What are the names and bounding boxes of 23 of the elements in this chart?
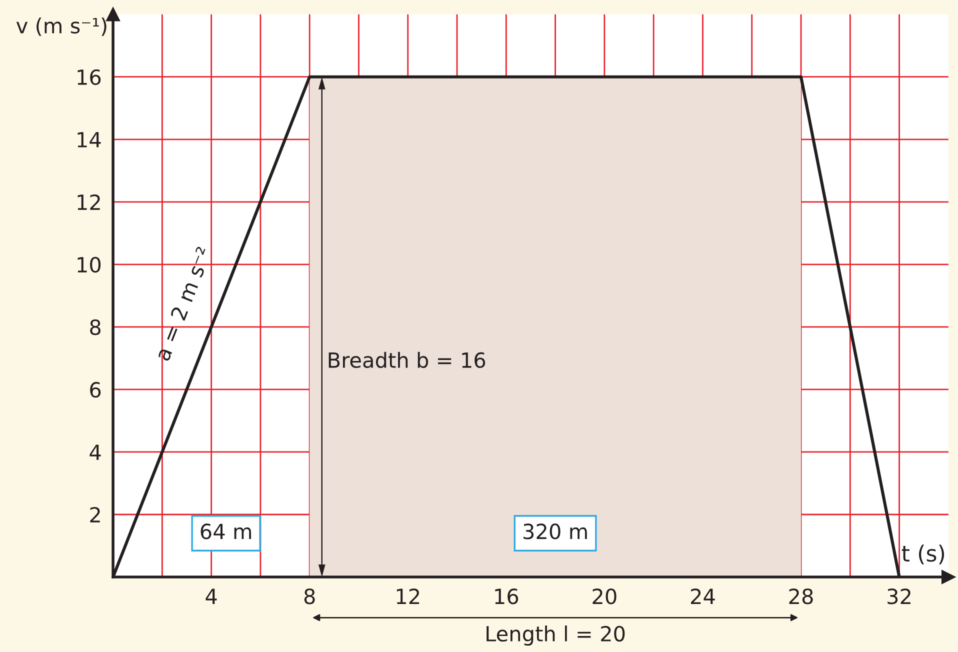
annotation: a = 2 m s⁻² xyxy=(154,246,212,362)
x-tick-label: 32 xyxy=(888,588,910,604)
annotation: 64 m xyxy=(200,524,252,540)
y-tick-label: 6 xyxy=(90,382,101,398)
x-axis-title: t (s) xyxy=(902,544,944,564)
text: Length l = 20 xyxy=(486,625,625,646)
annotation: 320 m xyxy=(524,524,587,540)
x-tick-label: 12 xyxy=(396,588,420,604)
y-tick-label: 10 xyxy=(78,256,101,273)
x-tick-label: 24 xyxy=(690,588,715,604)
x-tick-label: 8 xyxy=(304,588,315,604)
x-tick-label: 28 xyxy=(789,588,813,604)
x-tick-label: 4 xyxy=(206,588,217,604)
x-tick-label: 16 xyxy=(495,588,518,604)
y-axis-title: v (m s⁻¹) xyxy=(16,17,106,36)
y-tick-label: 16 xyxy=(78,69,101,86)
y-tick-label: 12 xyxy=(78,194,100,210)
y-tick-label: 14 xyxy=(78,132,101,148)
y-tick-label: 4 xyxy=(90,444,101,460)
y-tick-label: 2 xyxy=(90,506,100,522)
y-tick-label: 8 xyxy=(90,319,101,336)
x-tick-label: 20 xyxy=(592,588,616,604)
annotation: Breadth b = 16 xyxy=(328,352,486,368)
